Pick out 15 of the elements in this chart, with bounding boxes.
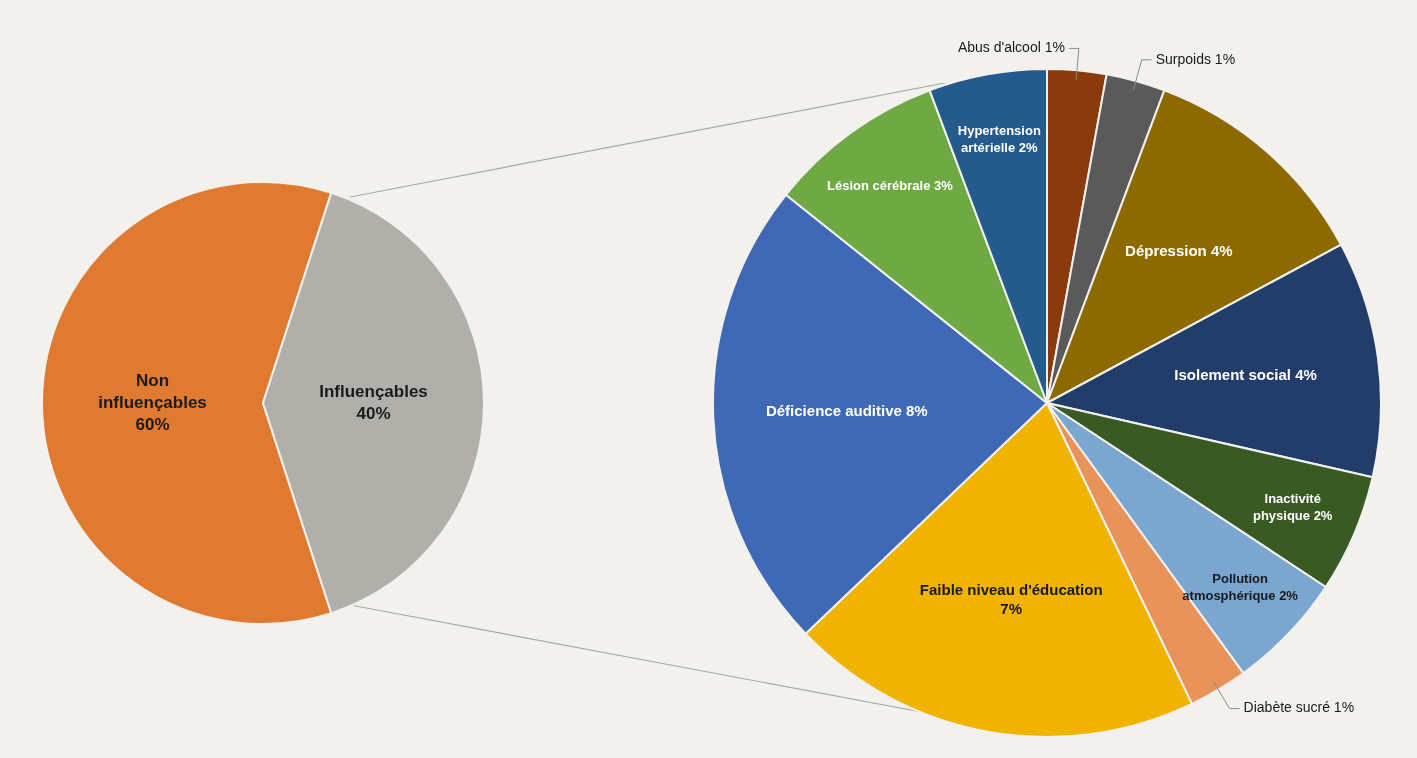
slice-label: Inactivité physique 2%	[1252, 491, 1333, 524]
slice-label: Dépression 4%	[1125, 242, 1233, 260]
slice-label: Lésion cérébrale 3%	[827, 178, 954, 194]
slice-label: Influençables	[319, 381, 428, 401]
slice-label: Faible niveau d'éducation	[919, 580, 1103, 598]
slice-label: Abus d'alcool 1%	[957, 39, 1065, 56]
slice-label: Isolement social 4%	[1174, 366, 1317, 384]
slice-label: Surpoids 1%	[1155, 50, 1236, 67]
slice-label: Non influençables	[98, 370, 207, 412]
slice-label: Déficience auditive 8%	[765, 402, 928, 420]
data-label: 60%	[135, 414, 170, 434]
slice-label: Hypertension artérielle 2%	[957, 123, 1041, 156]
data-label: 7%	[1000, 600, 1023, 618]
slice-label: Diabète sucré 1%	[1243, 699, 1355, 716]
data-label: 40%	[356, 403, 391, 423]
